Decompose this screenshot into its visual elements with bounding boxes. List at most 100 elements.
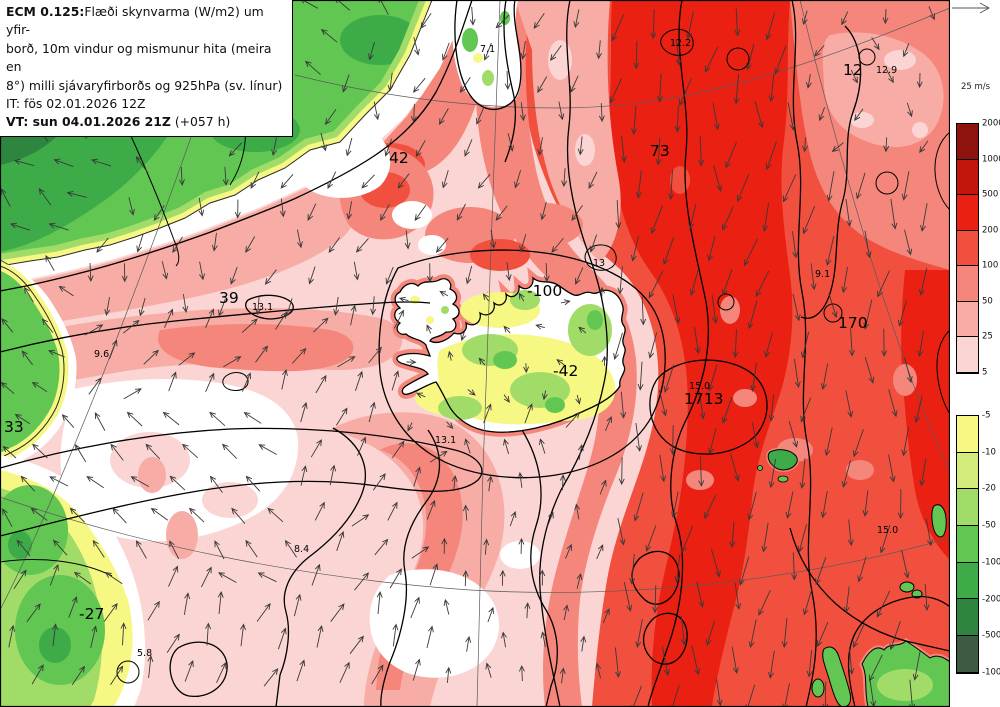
contour-label: 8.4 xyxy=(294,544,309,555)
wind-arrow-icon xyxy=(368,346,382,364)
wind-arrow-icon xyxy=(320,28,338,43)
wind-arrow-icon xyxy=(841,266,848,294)
wind-arrow-icon xyxy=(862,490,869,517)
wind-arrow-icon xyxy=(518,292,525,302)
wind-arrow-icon xyxy=(293,593,302,617)
wind-arrow-icon xyxy=(707,236,716,262)
wind-arrow-icon xyxy=(426,625,434,649)
wind-arrow-icon xyxy=(483,403,492,424)
wind-arrow-icon xyxy=(822,681,829,707)
wind-arrow-icon xyxy=(477,173,491,189)
wind-arrow-icon xyxy=(52,539,68,556)
wind-arrow-icon xyxy=(652,585,659,614)
wind-arrow-icon xyxy=(539,438,546,454)
wind-arrow-icon xyxy=(0,381,15,395)
wind-arrow-icon xyxy=(205,622,212,646)
wind-arrow-icon xyxy=(337,356,356,368)
wind-arrow-icon xyxy=(257,572,277,583)
wind-arrow-icon xyxy=(231,507,246,524)
wind-arrow-icon xyxy=(94,412,106,431)
wind-arrow-icon xyxy=(514,170,522,189)
init-time: IT: fös 02.01.2026 12Z xyxy=(6,96,146,112)
wind-arrow-icon xyxy=(121,263,128,283)
wind-arrow-icon xyxy=(385,266,394,285)
wind-arrow-icon xyxy=(373,101,380,121)
wind-arrow-icon xyxy=(162,411,180,426)
wind-arrow-icon xyxy=(864,230,872,259)
wind-arrow-icon xyxy=(429,563,439,586)
wind-arrow-icon xyxy=(620,135,627,163)
wind-arrow-icon xyxy=(523,363,530,374)
wind-arrow-icon xyxy=(556,359,565,366)
wind-arrow-icon xyxy=(519,102,526,122)
colorbar-step xyxy=(957,195,978,231)
wind-arrow-icon xyxy=(495,14,510,29)
contour-label: 9.1 xyxy=(815,269,830,280)
wind-arrow-icon xyxy=(413,37,420,56)
wind-arrow-icon xyxy=(559,474,566,491)
wind-arrow-icon xyxy=(179,166,185,187)
wind-arrow-icon xyxy=(316,624,324,648)
legend-panel: 25 m/s 2000100050020010050255 -5-10-20-5… xyxy=(950,0,1000,707)
wind-arrow-icon xyxy=(255,296,262,316)
wind-arrow-icon xyxy=(674,554,681,583)
wind-arrow-icon xyxy=(888,389,898,418)
wind-arrow-icon xyxy=(168,565,179,587)
wind-arrow-icon xyxy=(799,458,806,490)
wind-scale-label: 25 m/s xyxy=(961,82,991,92)
wind-arrow-icon xyxy=(881,328,888,357)
wind-arrow-icon xyxy=(721,269,733,296)
wind-arrow-icon xyxy=(785,491,794,519)
title-line-1: ECM 0.125:Flæði skynvarma (W/m2) um yfir… xyxy=(6,4,264,38)
wind-arrow-icon xyxy=(883,137,890,153)
wind-arrow-icon xyxy=(782,174,797,203)
wind-arrow-icon xyxy=(886,69,894,84)
wind-arrow-icon xyxy=(389,568,402,589)
wind-arrow-icon xyxy=(166,633,180,654)
wind-arrow-icon xyxy=(751,422,760,449)
wind-arrow-icon xyxy=(441,42,450,61)
wind-arrow-icon xyxy=(645,525,657,552)
wind-arrow-icon xyxy=(698,136,705,167)
wind-arrow-icon xyxy=(637,361,644,391)
wind-arrow-icon xyxy=(857,556,867,583)
wind-arrow-icon xyxy=(596,40,602,60)
wind-arrow-icon xyxy=(16,539,31,557)
wind-arrow-icon xyxy=(435,237,449,253)
wind-arrow-icon xyxy=(912,651,921,681)
contour-label: 15.0 xyxy=(689,381,710,392)
wind-arrow-icon xyxy=(739,556,750,586)
wind-arrow-icon xyxy=(31,664,44,685)
wind-arrow-icon xyxy=(209,411,226,427)
colorbar-step xyxy=(957,230,978,266)
wind-arrow-icon xyxy=(14,413,31,425)
wind-arrow-icon xyxy=(871,37,880,51)
wind-arrow-icon xyxy=(0,259,9,265)
wind-arrow-icon xyxy=(169,475,186,491)
wind-arrow-icon xyxy=(747,492,757,521)
wind-arrow-icon xyxy=(13,569,27,590)
wind-arrow-icon xyxy=(588,171,598,189)
wind-arrow-icon xyxy=(41,318,54,333)
wind-arrow-icon xyxy=(852,429,864,458)
colorbar-step xyxy=(957,266,978,302)
wind-arrow-icon xyxy=(864,356,875,384)
wind-arrow-icon xyxy=(49,563,59,586)
wind-arrow-icon xyxy=(392,440,405,459)
wind-arrow-icon xyxy=(504,70,511,90)
wind-arrow-icon xyxy=(147,600,160,621)
wind-arrow-icon xyxy=(209,475,223,493)
wind-arrow-icon xyxy=(153,204,165,221)
wind-arrow-icon xyxy=(172,236,183,253)
wind-arrow-icon xyxy=(108,339,118,360)
wind-arrow-icon xyxy=(482,293,490,302)
wind-arrow-icon xyxy=(52,623,58,647)
colorbar-step xyxy=(957,562,978,600)
wind-arrow-icon xyxy=(58,285,74,297)
wind-arrow-icon xyxy=(877,270,891,298)
wind-arrow-icon xyxy=(920,203,928,232)
wind-arrow-icon xyxy=(765,12,776,41)
wind-arrow-icon xyxy=(633,492,644,522)
wind-arrow-icon xyxy=(1,318,14,333)
